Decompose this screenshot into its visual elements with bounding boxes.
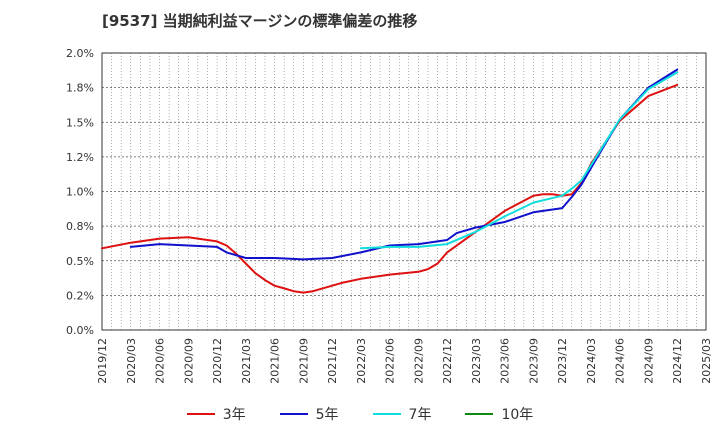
x-tick-label: 2024/12 bbox=[671, 338, 684, 384]
x-tick-label: 2024/09 bbox=[642, 338, 655, 384]
x-tick-label: 2024/06 bbox=[614, 338, 627, 384]
legend-swatch bbox=[279, 413, 308, 415]
series-line bbox=[129, 68, 679, 261]
series-line bbox=[359, 71, 679, 250]
y-tick-label: 1.2% bbox=[66, 151, 94, 164]
x-tick-label: 2021/06 bbox=[269, 338, 282, 384]
y-tick-label: 1.5% bbox=[66, 116, 94, 129]
x-tick-label: 2022/03 bbox=[355, 338, 368, 384]
x-tick-label: 2020/12 bbox=[211, 338, 224, 384]
x-tick-label: 2023/12 bbox=[556, 338, 569, 384]
legend-item: 7年 bbox=[372, 404, 432, 424]
y-tick-label: 0.5% bbox=[66, 255, 94, 268]
x-tick-label: 2022/09 bbox=[412, 338, 425, 384]
x-tick-label: 2023/03 bbox=[470, 338, 483, 384]
y-tick-label: 0.2% bbox=[66, 289, 94, 302]
legend-item: 5年 bbox=[279, 404, 339, 424]
x-tick-label: 2022/06 bbox=[384, 338, 397, 384]
legend-label: 5年 bbox=[315, 407, 339, 423]
legend-item: 10年 bbox=[465, 404, 533, 424]
y-tick-label: 0.8% bbox=[66, 220, 94, 233]
y-tick-label: 2.0% bbox=[66, 47, 94, 60]
legend-swatch bbox=[372, 413, 401, 415]
x-tick-label: 2021/03 bbox=[240, 338, 253, 384]
x-tick-label: 2023/09 bbox=[527, 338, 540, 384]
x-tick-label: 2024/03 bbox=[585, 338, 598, 384]
chart-legend: 3年 5年 7年 10年 bbox=[0, 402, 720, 426]
legend-item: 3年 bbox=[186, 404, 246, 424]
x-tick-label: 2020/06 bbox=[154, 338, 167, 384]
chart-title: [9537] 当期純利益マージンの標準偏差の推移 bbox=[102, 12, 418, 30]
x-tick-label: 2021/12 bbox=[326, 338, 339, 384]
legend-swatch bbox=[465, 413, 494, 415]
x-tick-label: 2022/12 bbox=[441, 338, 454, 384]
y-tick-label: 1.8% bbox=[66, 82, 94, 95]
x-tick-label: 2021/09 bbox=[297, 338, 310, 384]
x-tick-label: 2020/03 bbox=[125, 338, 138, 384]
legend-label: 3年 bbox=[222, 407, 246, 423]
legend-swatch bbox=[186, 413, 215, 415]
x-tick-label: 2023/06 bbox=[499, 338, 512, 384]
y-tick-label: 1.0% bbox=[66, 186, 94, 199]
legend-label: 10年 bbox=[501, 407, 534, 423]
legend-label: 7年 bbox=[408, 407, 432, 423]
chart-plot: 0.0% 0.2% 0.5% 0.8% 1.0% 1.2% 1.5% 1.8% 2.0% 2019… bbox=[66, 47, 713, 384]
y-tick-label: 0.0% bbox=[66, 324, 94, 337]
plot-border bbox=[101, 52, 707, 331]
x-tick-label: 2025/03 bbox=[700, 338, 713, 384]
x-tick-label: 2019/12 bbox=[96, 338, 109, 384]
x-tick-label: 2020/09 bbox=[182, 338, 195, 384]
